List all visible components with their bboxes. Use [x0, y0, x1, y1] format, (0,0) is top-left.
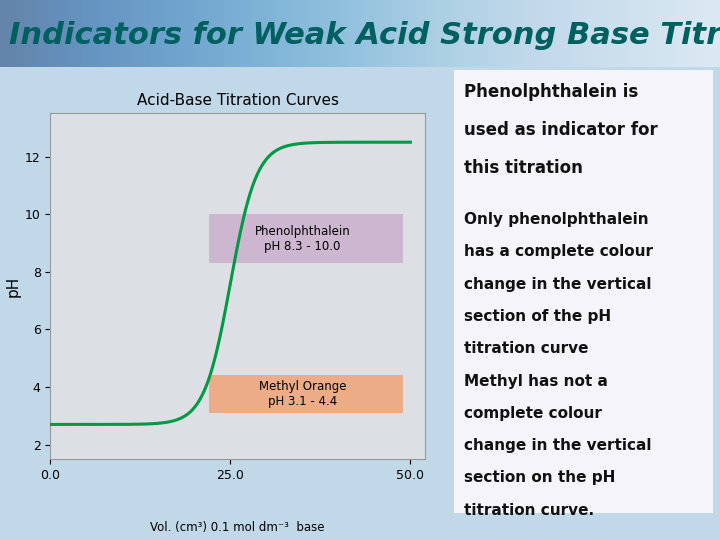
- Text: Indicators for Weak Acid Strong Base Titration: Indicators for Weak Acid Strong Base Tit…: [9, 21, 720, 50]
- Text: used as indicator for: used as indicator for: [464, 121, 657, 139]
- Text: has a complete colour: has a complete colour: [464, 244, 653, 259]
- Text: Vol. (cm³) 0.1 mol dm⁻³  base: Vol. (cm³) 0.1 mol dm⁻³ base: [150, 521, 325, 534]
- Text: section of the pH: section of the pH: [464, 309, 611, 324]
- Text: Phenolphthalein
pH 8.3 - 10.0: Phenolphthalein pH 8.3 - 10.0: [255, 225, 350, 253]
- Title: Acid-Base Titration Curves: Acid-Base Titration Curves: [137, 93, 338, 108]
- Text: section on the pH: section on the pH: [464, 470, 616, 485]
- FancyBboxPatch shape: [454, 70, 713, 513]
- Text: titration curve: titration curve: [464, 341, 588, 356]
- Text: complete colour: complete colour: [464, 406, 602, 421]
- Y-axis label: pH: pH: [6, 275, 21, 297]
- Text: change in the vertical: change in the vertical: [464, 438, 652, 453]
- Text: Only phenolphthalein: Only phenolphthalein: [464, 212, 649, 227]
- Text: this titration: this titration: [464, 159, 583, 177]
- Bar: [209, 214, 403, 263]
- Text: change in the vertical: change in the vertical: [464, 276, 652, 292]
- Bar: [209, 375, 403, 413]
- Text: Methyl Orange
pH 3.1 - 4.4: Methyl Orange pH 3.1 - 4.4: [258, 380, 346, 408]
- Text: titration curve.: titration curve.: [464, 503, 594, 518]
- Text: Methyl has not a: Methyl has not a: [464, 374, 608, 388]
- Text: Phenolphthalein is: Phenolphthalein is: [464, 84, 638, 102]
